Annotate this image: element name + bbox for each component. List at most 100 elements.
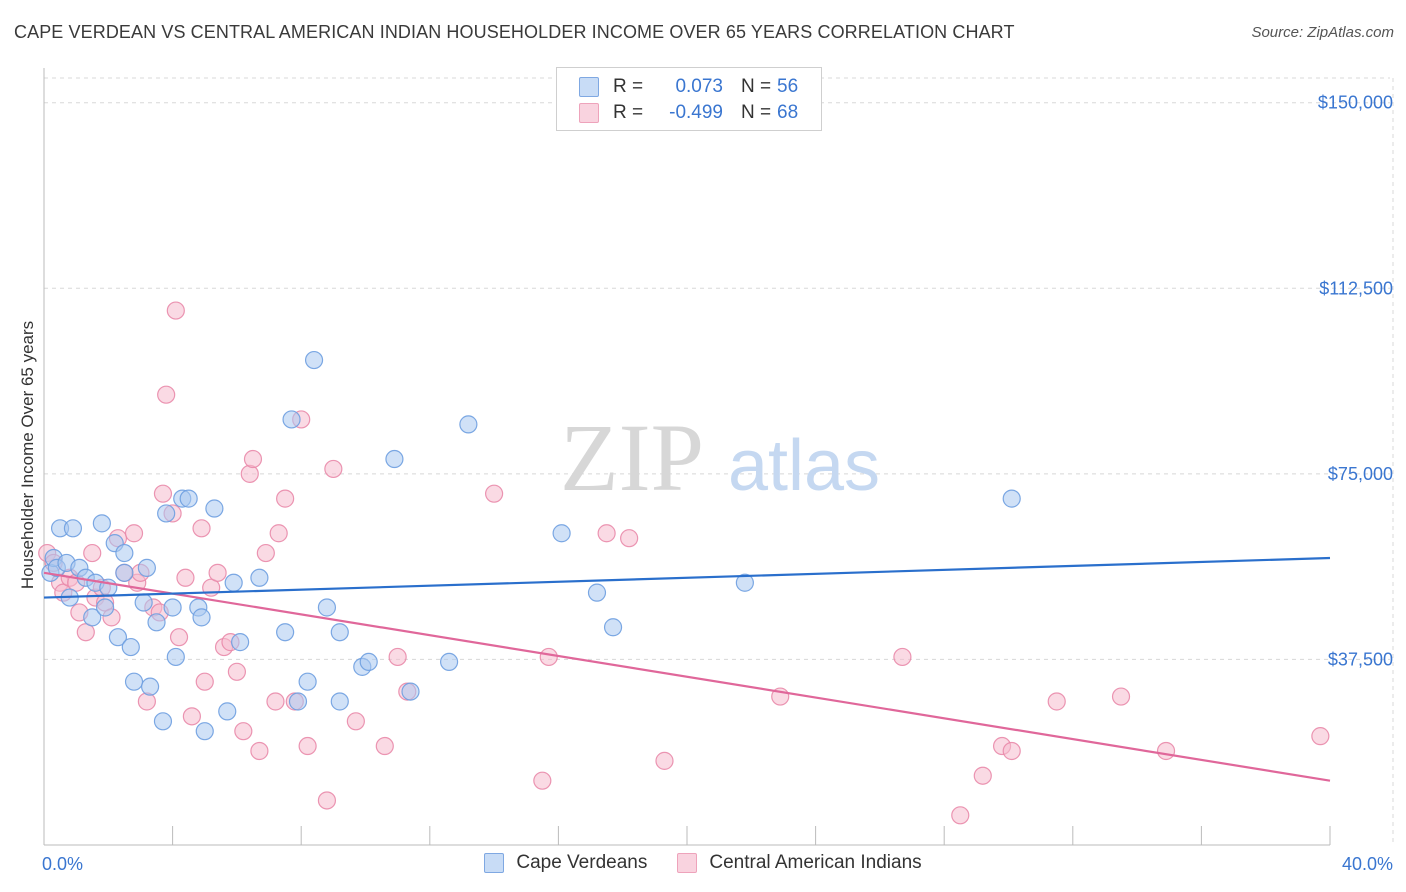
data-point: [157, 385, 176, 404]
data-point: [179, 489, 198, 508]
legend-n-value: 56: [777, 76, 799, 97]
legend-r-value: 0.073: [675, 76, 723, 97]
source-credit: Source: ZipAtlas.com: [1251, 24, 1394, 41]
legend-item-cape-verdeans: Cape Verdeans: [484, 852, 647, 874]
watermark-atlas: atlas: [728, 426, 880, 506]
data-point: [250, 741, 269, 761]
data-point: [153, 712, 173, 731]
data-point: [176, 568, 195, 587]
data-point: [346, 712, 365, 731]
data-point: [603, 618, 623, 637]
data-point: [157, 504, 176, 523]
data-point: [288, 692, 308, 711]
data-point: [121, 637, 140, 657]
data-point: [330, 623, 349, 642]
data-point: [375, 736, 394, 756]
data-point: [1311, 727, 1330, 746]
legend-row-cape-verdeans: R = 0.073 N = 56: [579, 75, 798, 99]
y-tick-label: $112,500: [1319, 278, 1393, 298]
legend-swatch-pink: [579, 103, 599, 123]
data-point: [330, 692, 349, 711]
data-point: [269, 524, 288, 543]
trend-line-central-american-indians: [43, 571, 1331, 782]
data-point: [597, 524, 616, 543]
data-point: [169, 628, 189, 647]
x-tick-label: 0.0%: [42, 854, 83, 874]
data-point: [735, 573, 754, 592]
data-point: [234, 722, 253, 741]
data-point: [92, 514, 111, 533]
data-point: [166, 301, 185, 320]
data-point: [182, 707, 201, 726]
legend-label: Central American Indians: [709, 852, 922, 873]
data-point: [205, 499, 224, 518]
data-point: [276, 489, 295, 508]
data-point: [63, 519, 83, 538]
data-point: [1047, 692, 1066, 711]
data-point: [459, 415, 478, 434]
data-point: [388, 647, 407, 667]
data-point: [153, 484, 173, 503]
data-point: [124, 524, 144, 543]
chart-title: CAPE VERDEAN VS CENTRAL AMERICAN INDIAN …: [14, 22, 1015, 42]
data-point: [385, 449, 404, 469]
data-point: [1002, 741, 1021, 761]
data-point: [163, 598, 182, 617]
legend-label: Cape Verdeans: [516, 852, 648, 873]
data-point: [276, 623, 295, 642]
data-point: [137, 558, 156, 577]
data-point: [108, 628, 128, 647]
legend-r-value: -0.499: [669, 102, 723, 123]
series-cape-verdeans: [41, 350, 1021, 741]
data-point: [282, 410, 301, 429]
tick-labels: $37,500 $75,000 $112,500 $150,000 0.0% 40.0%: [42, 93, 1393, 874]
data-point: [95, 598, 115, 617]
data-point: [224, 573, 243, 592]
data-point: [620, 529, 639, 548]
legend-n-label: N =: [741, 102, 772, 123]
trend-lines: [43, 556, 1331, 782]
data-point: [973, 766, 992, 785]
data-point: [137, 692, 156, 711]
data-point: [317, 598, 337, 617]
data-point: [195, 672, 214, 691]
data-point: [298, 736, 317, 756]
data-point: [256, 543, 275, 563]
data-point: [401, 682, 420, 701]
data-point: [951, 806, 970, 825]
legend-swatch-blue: [484, 853, 505, 873]
data-point: [208, 563, 227, 582]
y-tick-label: $75,000: [1328, 464, 1393, 484]
data-point: [115, 563, 134, 582]
data-point: [439, 652, 459, 672]
data-point: [227, 662, 246, 681]
data-point: [243, 449, 263, 469]
data-point: [115, 543, 134, 563]
data-point: [250, 568, 269, 587]
x-tick-label: 40.0%: [1342, 854, 1393, 874]
legend-swatch-pink: [677, 853, 698, 873]
data-point: [533, 771, 552, 790]
legend-r-label: R =: [613, 102, 644, 123]
data-point: [134, 593, 153, 612]
data-point: [147, 613, 166, 632]
data-point: [124, 672, 144, 691]
watermark-zip: ZIP: [560, 404, 704, 511]
legend-r-label: R =: [613, 76, 644, 97]
legend-row-central-american-indians: R = -0.499 N = 68: [579, 101, 798, 125]
legend-item-central-american-indians: Central American Indians: [677, 852, 922, 874]
legend-n-value: 68: [777, 102, 799, 123]
y-tick-label: $150,000: [1318, 93, 1393, 113]
data-point: [192, 608, 211, 627]
series-legend: Cape Verdeans Central American Indians: [0, 852, 1406, 874]
data-point: [655, 751, 674, 770]
data-point: [192, 519, 211, 538]
data-point: [485, 484, 504, 503]
axes: [43, 68, 1331, 846]
data-point: [83, 543, 102, 563]
y-axis-label: Householder Income Over 65 years: [18, 320, 37, 590]
data-point: [195, 722, 214, 741]
data-point: [166, 647, 185, 667]
data-point: [231, 633, 250, 652]
